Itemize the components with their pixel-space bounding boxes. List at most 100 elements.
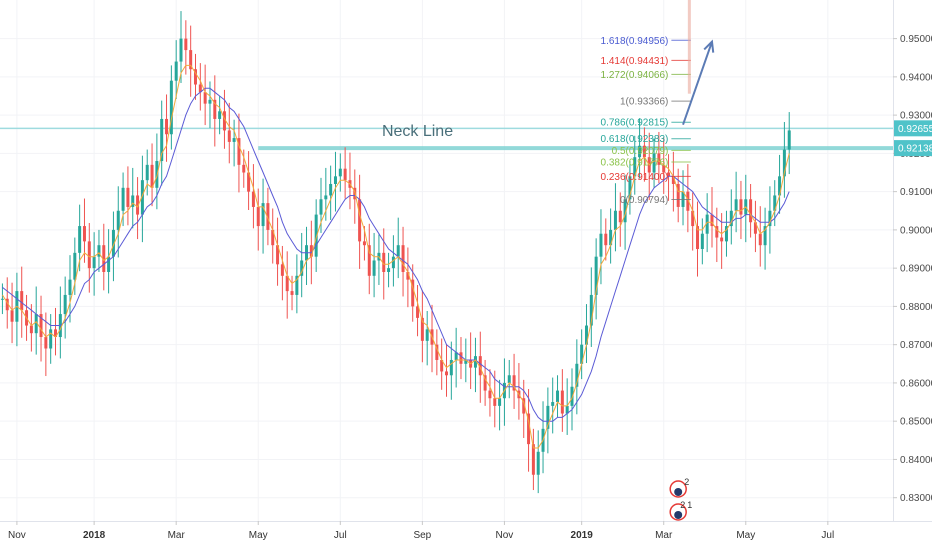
fib-level-label: 0.5(0.92079): [612, 146, 669, 157]
candle-body: [387, 268, 391, 272]
candle-body: [82, 226, 86, 242]
candle-body: [295, 275, 299, 295]
gridlines: [0, 0, 893, 521]
candle-body: [276, 245, 280, 265]
candle-body: [44, 337, 48, 349]
candle-body: [218, 111, 222, 119]
candle-body: [266, 203, 270, 230]
price-label-bg: [894, 140, 932, 157]
candle-body: [54, 329, 58, 338]
x-tick-label: Sep: [413, 530, 431, 541]
candle-body: [676, 183, 680, 207]
candle-body: [720, 237, 724, 242]
candle-body: [440, 359, 444, 372]
candle-body: [522, 398, 526, 414]
candle-body: [749, 199, 753, 223]
candle-body: [406, 271, 410, 280]
candle-body: [73, 252, 77, 280]
candle-body: [222, 111, 226, 131]
candle-body: [773, 195, 777, 211]
candle-body: [734, 199, 738, 211]
candle-body: [454, 352, 458, 360]
candle-body: [589, 294, 593, 326]
x-tick-label: May: [249, 530, 268, 541]
candle-body: [121, 187, 125, 211]
candle-body: [778, 176, 782, 196]
candle-body: [599, 233, 603, 257]
candle-body: [435, 344, 439, 360]
candle-body: [271, 229, 275, 246]
candle-body: [396, 245, 400, 257]
event-marker-count: 1: [687, 500, 692, 510]
candle-body: [87, 241, 91, 269]
candle-body: [478, 356, 482, 376]
event-marker-icon: [674, 511, 683, 519]
candle-body: [763, 226, 767, 246]
ma-fast-line: [1, 64, 790, 449]
candle-body: [449, 359, 453, 376]
x-tick-label: Nov: [496, 530, 514, 541]
candle-body: [686, 191, 690, 211]
candle-body: [358, 199, 362, 242]
candle-body: [724, 226, 728, 242]
price-axis[interactable]: 0.950000.940000.930000.920000.910000.900…: [893, 0, 932, 550]
candle-body: [710, 214, 714, 227]
candle-body: [68, 279, 72, 295]
time-axis[interactable]: Nov 2018 Mar May Jul Sep Nov 2019 Mar May Jul: [0, 521, 932, 541]
price-label-text: 0.92138: [898, 144, 932, 155]
candle-body: [174, 61, 178, 81]
candle-body: [367, 245, 371, 276]
candle-body: [739, 199, 743, 215]
candle-body: [652, 153, 656, 173]
candle-body: [753, 222, 757, 234]
candle-body: [333, 176, 337, 184]
x-tick-label: Nov: [8, 530, 26, 541]
annotations: 22 1: [669, 39, 715, 521]
candle-body: [116, 210, 120, 230]
candle-body: [556, 390, 560, 403]
candle-body: [0, 298, 4, 300]
candle-body: [391, 256, 395, 269]
neck-line-label: Neck Line: [382, 123, 453, 140]
candle-body: [309, 245, 313, 257]
candle-body: [362, 241, 366, 246]
candle-body: [290, 291, 294, 295]
candle-body: [546, 405, 550, 429]
candle-body: [618, 210, 622, 223]
candle-body: [768, 210, 772, 227]
candle-body: [507, 375, 511, 383]
candle-body: [136, 195, 140, 215]
fib-level-label: 0.236(0.91400): [601, 172, 669, 183]
candle-body: [247, 172, 251, 192]
candle-body: [63, 294, 67, 315]
candle-body: [227, 130, 231, 142]
candle-body: [498, 398, 502, 406]
candle-body: [662, 164, 666, 173]
candle-body: [169, 80, 173, 135]
fib-level-label: 0.786(0.92815): [601, 118, 669, 129]
candle-body: [667, 172, 671, 177]
candle-body: [633, 157, 637, 177]
candle-body: [300, 260, 304, 276]
candle-body: [488, 390, 492, 399]
candle-body: [49, 329, 53, 349]
candle-body: [324, 195, 328, 200]
candle-body: [131, 195, 135, 207]
candle-body: [78, 226, 82, 253]
candle-body: [570, 386, 574, 406]
x-tick-label: Mar: [655, 530, 673, 541]
candle-body: [329, 183, 333, 196]
candle-body: [338, 168, 342, 177]
candle-body: [343, 168, 347, 181]
candle-body: [213, 99, 217, 119]
x-tick-label: 2019: [571, 530, 594, 541]
candle-body: [560, 390, 564, 414]
candle-body: [594, 256, 598, 295]
